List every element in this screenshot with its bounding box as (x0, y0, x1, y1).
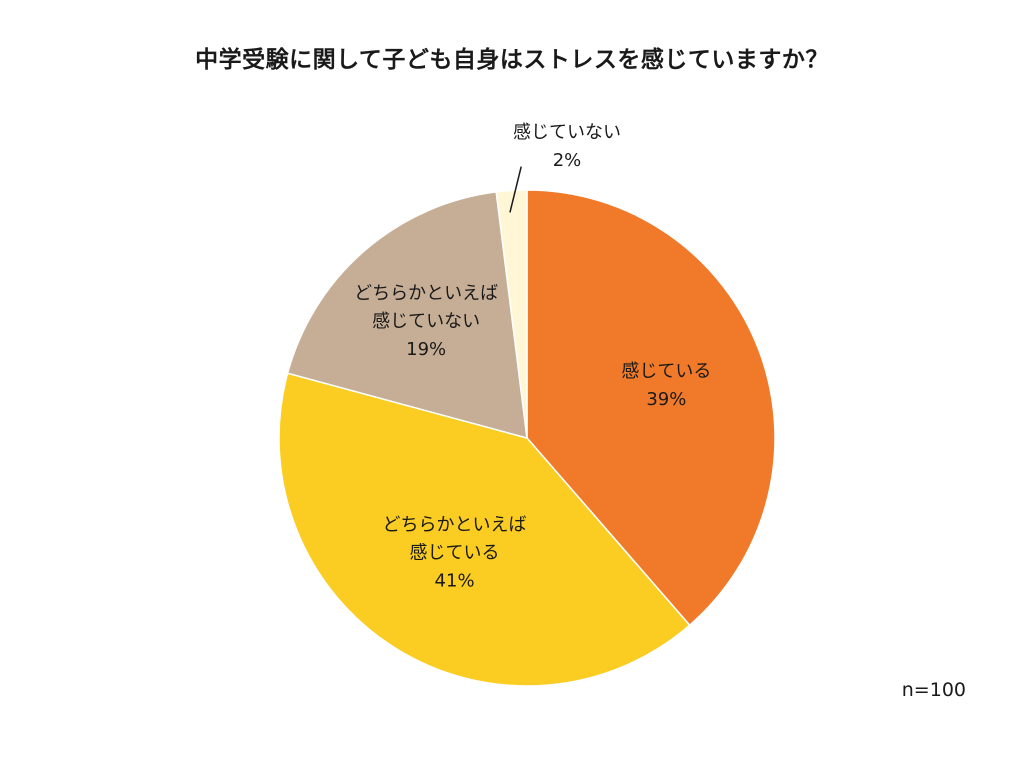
pie-slices (278, 189, 776, 687)
slice-label-kanjiteinai: 感じていない (513, 122, 621, 143)
slice-label-dochiraka-kanjiteinai: どちらかといえば (354, 283, 498, 304)
leader-line-kanjiteinai (509, 166, 522, 213)
slice-label-dochiraka-kanjiteinai: 感じていない (372, 311, 480, 332)
slice-value-dochiraka-kanjiteiru: 41% (435, 571, 475, 592)
chart-title: 中学受験に関して子ども自身はストレスを感じていますか？ (195, 47, 829, 73)
slice-value-kanjiteinai: 2% (553, 150, 582, 171)
pie-slice-kanjiteiru (526, 189, 776, 627)
pie-slice-kanjiteinai (495, 189, 528, 439)
sample-size-note: n=100 (901, 679, 966, 701)
slice-label-dochiraka-kanjiteiru: どちらかといえば (383, 515, 527, 536)
slice-value-dochiraka-kanjiteinai: 19% (406, 339, 446, 360)
pie-slice-dochiraka-kanjiteinai (286, 191, 528, 440)
slice-label-dochiraka-kanjiteiru: 感じている (410, 543, 500, 564)
slice-label-kanjiteiru: 感じている (621, 361, 711, 382)
slice-value-kanjiteiru: 39% (646, 389, 686, 410)
pie-slice-dochiraka-kanjiteiru (278, 372, 691, 687)
pie-labels: 感じている39%どちらかといえば感じている41%どちらかといえば感じていない19… (354, 122, 711, 592)
